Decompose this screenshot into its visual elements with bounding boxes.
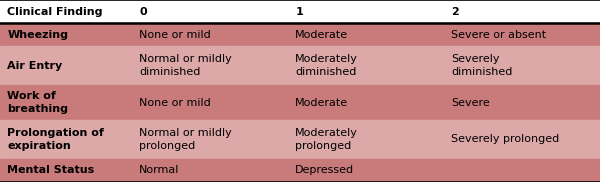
Text: Normal or mildly
prolonged: Normal or mildly prolonged (139, 128, 232, 151)
Text: 2: 2 (451, 7, 459, 17)
Text: Clinical Finding: Clinical Finding (7, 7, 103, 17)
Text: Severely prolonged: Severely prolonged (451, 134, 559, 144)
Text: Severe: Severe (451, 98, 490, 108)
Bar (0, 23, 600, 46)
Text: Prolongation of
expiration: Prolongation of expiration (7, 128, 104, 151)
Bar (0, 85, 600, 120)
Text: Moderately
diminished: Moderately diminished (295, 54, 358, 77)
Text: Mental Status: Mental Status (7, 165, 94, 175)
Text: Wheezing: Wheezing (7, 30, 68, 40)
Text: 1: 1 (295, 7, 303, 17)
Text: Severely
diminished: Severely diminished (451, 54, 512, 77)
Bar (0, 159, 600, 182)
Text: Severe or absent: Severe or absent (451, 30, 547, 40)
Text: 0: 0 (139, 7, 147, 17)
Text: None or mild: None or mild (139, 98, 211, 108)
Bar (0, 0, 600, 23)
Text: Moderate: Moderate (295, 30, 349, 40)
Bar (0, 46, 600, 85)
Text: Depressed: Depressed (295, 165, 355, 175)
Text: Normal: Normal (139, 165, 179, 175)
Text: Air Entry: Air Entry (7, 61, 62, 71)
Text: None or mild: None or mild (139, 30, 211, 40)
Text: Moderately
prolonged: Moderately prolonged (295, 128, 358, 151)
Bar (0, 120, 600, 159)
Text: Work of
breathing: Work of breathing (7, 91, 68, 114)
Text: Normal or mildly
diminished: Normal or mildly diminished (139, 54, 232, 77)
Text: Moderate: Moderate (295, 98, 349, 108)
